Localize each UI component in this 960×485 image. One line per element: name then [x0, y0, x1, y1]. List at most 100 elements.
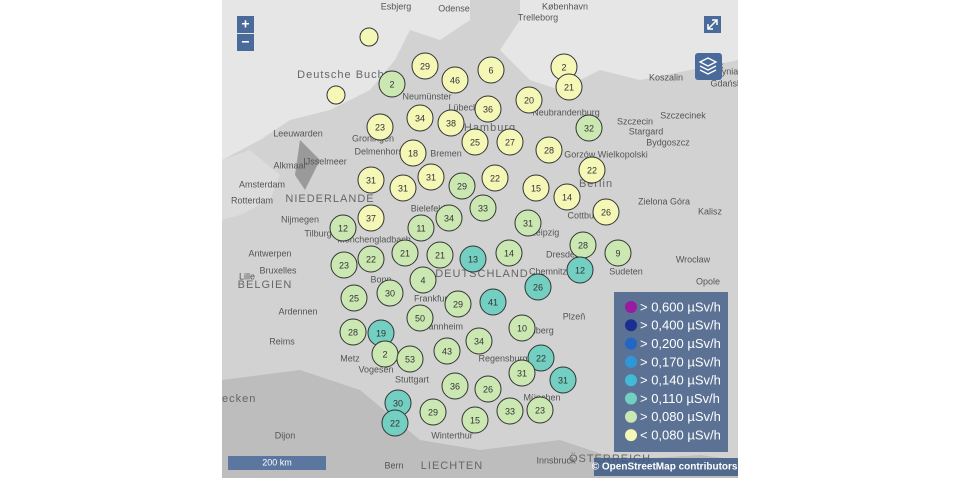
cluster-count[interactable]: 14 — [504, 248, 514, 258]
cluster-count[interactable]: 36 — [483, 104, 493, 114]
cluster-count[interactable]: 11 — [416, 223, 425, 233]
cluster-marker[interactable] — [477, 56, 505, 84]
cluster-marker[interactable] — [549, 366, 577, 394]
cluster-count[interactable]: 31 — [366, 175, 376, 185]
cluster-count[interactable]: 37 — [366, 213, 376, 223]
cluster-count[interactable]: 22 — [587, 165, 597, 175]
cluster-marker[interactable] — [359, 27, 379, 47]
cluster-marker[interactable] — [461, 406, 489, 434]
cluster-marker[interactable] — [527, 344, 555, 372]
cluster-count[interactable]: 29 — [453, 299, 463, 309]
cluster-count[interactable]: 6 — [488, 65, 493, 75]
cluster-marker[interactable] — [604, 239, 632, 267]
cluster-count[interactable]: 28 — [578, 240, 588, 250]
cluster-count[interactable]: 53 — [405, 354, 415, 364]
cluster-count[interactable]: 4 — [420, 275, 425, 285]
cluster-count[interactable]: 22 — [390, 418, 400, 428]
cluster-count[interactable]: 21 — [435, 250, 445, 260]
cluster-marker[interactable] — [444, 290, 472, 318]
zoom-out-button[interactable] — [237, 34, 254, 51]
cluster-marker[interactable] — [522, 174, 550, 202]
zoom-in-label[interactable]: + — [241, 16, 249, 32]
cluster-marker[interactable] — [592, 198, 620, 226]
cluster-marker[interactable] — [514, 209, 542, 237]
cluster-marker[interactable] — [575, 114, 603, 142]
cluster-count[interactable]: 23 — [375, 122, 385, 132]
cluster-marker[interactable] — [515, 86, 543, 114]
cluster-count[interactable]: 31 — [426, 172, 436, 182]
cluster-count[interactable]: 15 — [531, 183, 541, 193]
cluster-marker[interactable] — [433, 337, 461, 365]
cluster-marker[interactable] — [426, 241, 454, 269]
zoom-out-label[interactable]: − — [241, 34, 249, 50]
cluster-marker[interactable] — [474, 375, 502, 403]
cluster-count[interactable]: 22 — [366, 254, 376, 264]
cluster-count[interactable]: 22 — [490, 173, 500, 183]
cluster-marker[interactable] — [435, 204, 463, 232]
cluster-marker[interactable] — [441, 66, 469, 94]
cluster-marker[interactable] — [378, 70, 406, 98]
cluster-count[interactable]: 30 — [393, 398, 403, 408]
cluster-count[interactable]: 31 — [398, 183, 408, 193]
cluster-marker[interactable] — [441, 372, 469, 400]
cluster-marker[interactable] — [357, 166, 385, 194]
cluster-count[interactable]: 28 — [544, 145, 554, 155]
cluster-count[interactable]: 26 — [601, 207, 611, 217]
cluster-count[interactable]: 29 — [457, 181, 467, 191]
cluster-marker[interactable] — [366, 113, 394, 141]
cluster-count[interactable]: 23 — [535, 405, 545, 415]
cluster-count[interactable]: 31 — [517, 368, 527, 378]
cluster-count[interactable]: 13 — [468, 254, 478, 264]
cluster-count[interactable]: 14 — [562, 192, 572, 202]
cluster-marker[interactable] — [553, 183, 581, 211]
cluster-count[interactable]: 12 — [338, 223, 348, 233]
cluster-count[interactable]: 2 — [382, 349, 387, 359]
cluster-marker[interactable] — [508, 359, 536, 387]
cluster-count[interactable]: 22 — [536, 353, 546, 363]
cluster-count[interactable]: 30 — [385, 288, 395, 298]
cluster-count[interactable]: 21 — [400, 248, 410, 258]
cluster-count[interactable]: 25 — [349, 293, 359, 303]
cluster-marker[interactable] — [526, 396, 554, 424]
cluster-marker[interactable] — [389, 174, 417, 202]
cluster-count[interactable]: 33 — [478, 203, 488, 213]
cluster-count[interactable]: 9 — [615, 248, 620, 258]
cluster-count[interactable]: 33 — [505, 406, 515, 416]
cluster-count[interactable]: 26 — [533, 282, 543, 292]
cluster-marker[interactable] — [411, 52, 439, 80]
cluster-marker[interactable] — [465, 327, 493, 355]
cluster-count[interactable]: 2 — [389, 79, 394, 89]
cluster-count[interactable]: 12 — [575, 265, 585, 275]
cluster-count[interactable]: 23 — [339, 260, 349, 270]
cluster-marker[interactable] — [496, 128, 524, 156]
cluster-marker[interactable] — [524, 273, 552, 301]
cluster-marker[interactable] — [566, 256, 594, 284]
cluster-count[interactable]: 15 — [470, 415, 480, 425]
cluster-marker[interactable] — [495, 239, 523, 267]
cluster-count[interactable]: 18 — [408, 148, 418, 158]
cluster-marker[interactable] — [406, 104, 434, 132]
zoom-in-button[interactable] — [237, 16, 254, 33]
cluster-marker[interactable] — [339, 318, 367, 346]
cluster-marker[interactable] — [391, 239, 419, 267]
cluster-marker[interactable] — [329, 214, 357, 242]
cluster-marker[interactable] — [357, 204, 385, 232]
cluster-count[interactable]: 34 — [474, 336, 484, 346]
cluster-count[interactable]: 19 — [376, 328, 386, 338]
cluster-marker[interactable] — [461, 128, 489, 156]
cluster-marker[interactable] — [496, 397, 524, 425]
cluster-marker[interactable] — [326, 85, 346, 105]
cluster-count[interactable]: 29 — [428, 407, 438, 417]
cluster-marker[interactable] — [448, 172, 476, 200]
cluster-marker[interactable] — [340, 284, 368, 312]
cluster-count[interactable]: 36 — [450, 381, 460, 391]
cluster-marker[interactable] — [469, 194, 497, 222]
cluster-count[interactable]: 46 — [450, 75, 460, 85]
cluster-marker[interactable] — [419, 398, 447, 426]
cluster-marker[interactable] — [409, 266, 437, 294]
cluster-count[interactable]: 43 — [442, 346, 452, 356]
attribution[interactable]: © OpenStreetMap contributors. — [592, 462, 741, 473]
cluster-count[interactable]: 26 — [483, 384, 493, 394]
cluster-marker[interactable] — [481, 164, 509, 192]
cluster-marker[interactable] — [555, 73, 583, 101]
